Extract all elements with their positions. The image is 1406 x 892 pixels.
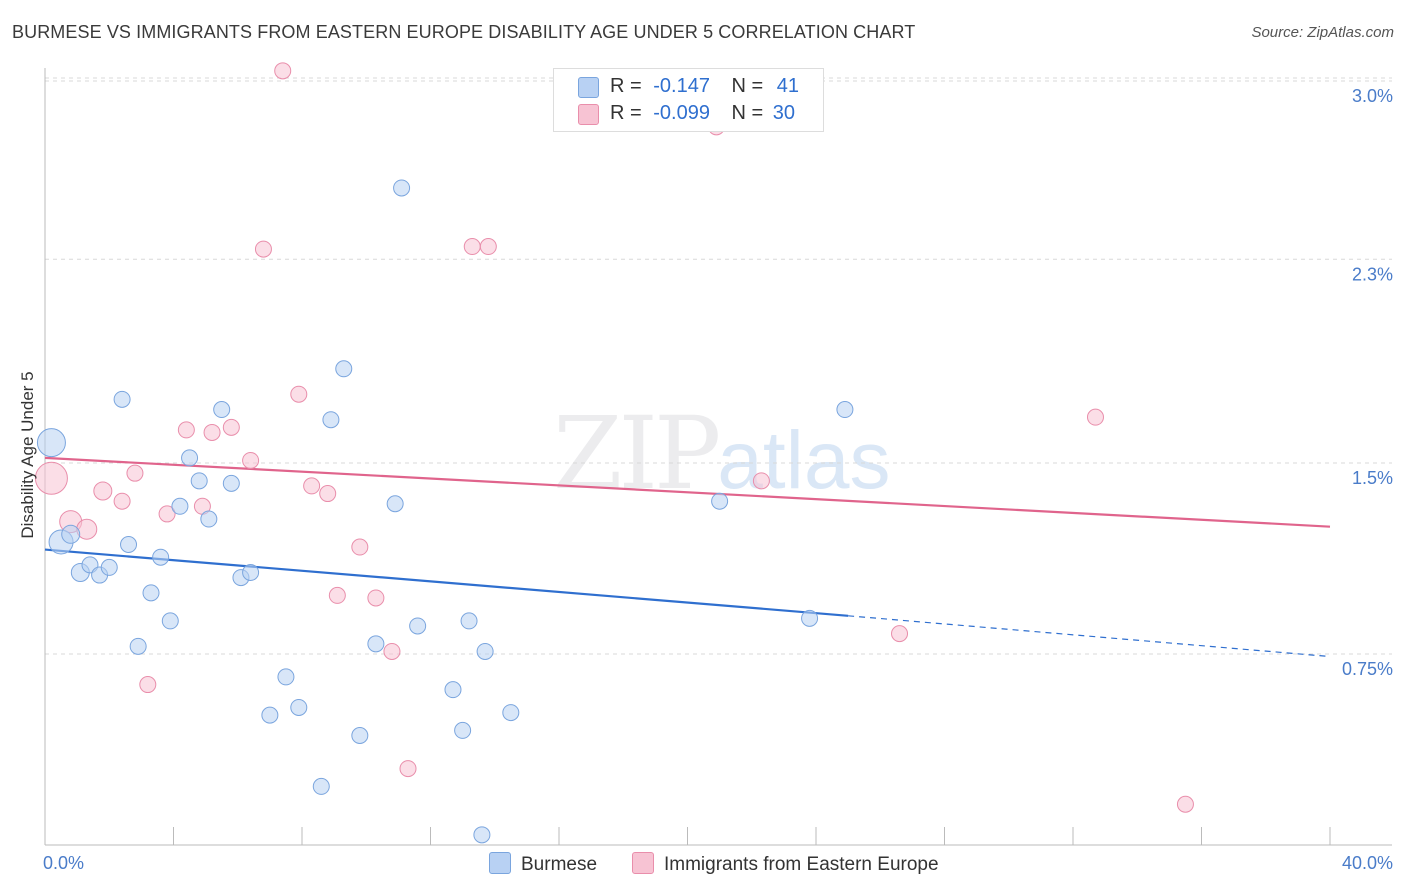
point-burmese — [277, 668, 295, 686]
point-burmese — [801, 609, 819, 627]
legend-text-burmese: R = -0.147 N = 41 — [610, 75, 799, 98]
trend-line-burmese-extension — [848, 615, 1331, 658]
x-tick-label: 0.0% — [43, 853, 84, 873]
point-burmese — [711, 492, 729, 510]
legend-r-label: R = — [610, 75, 642, 97]
point-eeurope — [319, 485, 337, 503]
point-eeurope — [383, 642, 401, 660]
point-burmese — [61, 524, 81, 544]
point-burmese — [242, 564, 260, 582]
source-credit: Source: ZipAtlas.com — [1251, 24, 1394, 41]
point-eeurope — [351, 538, 369, 556]
point-eeurope — [463, 238, 481, 256]
point-eeurope — [274, 62, 292, 80]
legend-n-label: N = — [731, 102, 764, 124]
point-burmese — [836, 401, 854, 419]
legend-n-label: N = — [731, 75, 764, 97]
bottom-legend-label-eeurope: Immigrants from Eastern Europe — [664, 854, 939, 875]
point-burmese — [502, 704, 520, 722]
point-eeurope — [891, 625, 909, 643]
y-tick-label: 2.3% — [1352, 264, 1393, 284]
point-eeurope — [222, 418, 240, 436]
point-eeurope — [158, 505, 176, 523]
bottom-legend-label-burmese: Burmese — [521, 854, 598, 875]
point-burmese — [335, 360, 353, 378]
point-burmese — [222, 474, 240, 492]
point-burmese — [129, 637, 147, 655]
point-eeurope — [399, 760, 417, 778]
point-burmese — [120, 535, 138, 553]
point-burmese — [261, 706, 279, 724]
point-burmese — [161, 612, 179, 630]
point-eeurope — [254, 240, 272, 258]
legend-text-eeurope: R = -0.099 N = 30 — [610, 102, 795, 125]
point-eeurope — [1176, 795, 1194, 813]
point-burmese — [113, 390, 131, 408]
point-burmese — [200, 510, 218, 528]
legend-r-value: -0.099 — [653, 102, 710, 124]
bottom-legend-swatch-burmese — [489, 852, 511, 874]
point-burmese — [100, 558, 118, 576]
point-burmese — [36, 428, 66, 458]
tick-labels: 0.75% 1.5% 2.3% 3.0% 0.0% 40.0% — [43, 86, 1393, 873]
point-burmese — [444, 681, 462, 699]
point-burmese — [152, 548, 170, 566]
point-burmese — [290, 698, 308, 716]
point-burmese — [322, 411, 340, 429]
point-burmese — [386, 495, 404, 513]
point-eeurope — [290, 385, 308, 403]
point-eeurope — [113, 492, 131, 510]
point-burmese — [181, 449, 199, 467]
point-burmese — [312, 777, 330, 795]
bottom-legend-burmese: Burmese — [489, 852, 597, 876]
x-tick-label: 40.0% — [1342, 853, 1393, 873]
point-burmese — [409, 617, 427, 635]
legend-swatch-burmese — [578, 77, 599, 98]
point-burmese — [473, 826, 491, 844]
watermark-atlas: atlas — [717, 415, 891, 506]
point-eeurope — [139, 676, 157, 694]
legend-swatch-eeurope — [578, 104, 599, 125]
y-tick-label: 0.75% — [1342, 659, 1393, 679]
trend-lines — [44, 456, 1331, 658]
point-eeurope — [1086, 408, 1104, 426]
point-burmese — [460, 612, 478, 630]
bottom-legend-eeurope: Immigrants from Eastern Europe — [632, 852, 939, 876]
point-burmese — [171, 497, 189, 515]
legend-n-value: 41 — [776, 75, 800, 97]
point-burmese — [367, 635, 385, 653]
point-eeurope — [303, 477, 321, 495]
y-tick-label: 3.0% — [1352, 86, 1393, 106]
point-eeurope — [479, 238, 497, 256]
point-burmese — [393, 179, 411, 197]
point-burmese — [213, 401, 231, 419]
y-tick-label: 1.5% — [1352, 468, 1393, 488]
point-eeurope — [367, 589, 385, 607]
trend-line-eeurope — [44, 456, 1331, 528]
axes — [44, 68, 1392, 846]
legend-r-value: -0.147 — [653, 75, 710, 97]
correlation-legend: R = -0.147 N = 41 R = -0.099 N = 30 — [553, 68, 824, 132]
point-eeurope — [328, 586, 346, 604]
point-burmese — [142, 584, 160, 602]
point-eeurope — [34, 461, 68, 495]
point-eeurope — [126, 464, 144, 482]
point-eeurope — [177, 421, 195, 439]
point-eeurope — [93, 481, 113, 501]
point-burmese — [351, 726, 369, 744]
point-eeurope — [203, 423, 221, 441]
legend-n-value: 30 — [772, 102, 796, 124]
legend-r-label: R = — [610, 102, 642, 124]
point-eeurope — [752, 472, 770, 490]
y-axis-label: Disability Age Under 5 — [18, 371, 37, 539]
data-points — [34, 62, 1194, 844]
point-burmese — [476, 642, 494, 660]
trend-line-burmese — [44, 548, 849, 617]
point-burmese — [190, 472, 208, 490]
point-eeurope — [242, 451, 260, 469]
chart-title: BURMESE VS IMMIGRANTS FROM EASTERN EUROP… — [12, 22, 916, 42]
bottom-legend-swatch-eeurope — [632, 852, 654, 874]
point-burmese — [454, 721, 472, 739]
